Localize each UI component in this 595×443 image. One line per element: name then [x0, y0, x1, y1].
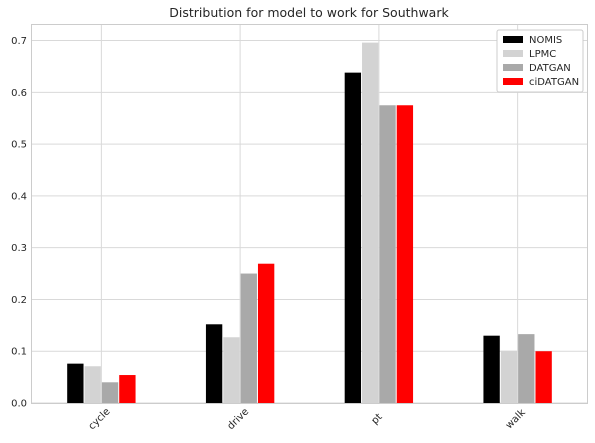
x-tick-label: walk — [504, 407, 528, 431]
bar-datgan-cycle — [102, 382, 118, 403]
y-tick-label: 0.2 — [11, 295, 27, 306]
legend-label: NOMIS — [529, 35, 562, 46]
bar-datgan-pt — [379, 105, 395, 403]
legend-label: DATGAN — [529, 63, 571, 74]
legend-swatch — [503, 36, 523, 43]
y-tick-label: 0.3 — [11, 243, 27, 254]
y-tick-label: 0.7 — [11, 36, 27, 47]
y-tick-label: 0.4 — [11, 191, 27, 202]
y-tick-label: 0.6 — [11, 88, 27, 99]
x-tick-label: pt — [370, 412, 385, 427]
bar-lpmc-cycle — [85, 366, 101, 403]
bar-cidatgan-drive — [258, 264, 274, 403]
legend-swatch — [503, 78, 523, 85]
bar-lpmc-drive — [223, 337, 239, 403]
x-tick-label: cycle — [87, 406, 113, 432]
x-tick-label: drive — [226, 406, 252, 432]
chart-title: Distribution for model to work for South… — [169, 5, 449, 20]
legend-swatch — [503, 64, 523, 71]
y-tick-label: 0.0 — [11, 399, 27, 410]
bars — [67, 43, 552, 403]
bar-nomis-pt — [345, 73, 361, 403]
bar-nomis-cycle — [67, 364, 83, 403]
y-tick-labels: 0.0 0.1 0.2 0.3 0.4 0.5 0.6 0.7 — [11, 36, 27, 409]
legend: NOMIS LPMC DATGAN ciDATGAN — [497, 30, 583, 92]
legend-label: LPMC — [529, 49, 556, 60]
x-tick-labels: cycle drive pt walk — [87, 406, 528, 432]
y-tick-label: 0.1 — [11, 347, 27, 358]
y-tick-label: 0.5 — [11, 140, 27, 151]
bar-nomis-walk — [483, 336, 499, 403]
bar-lpmc-walk — [501, 351, 517, 403]
bar-cidatgan-cycle — [119, 375, 135, 403]
bar-cidatgan-walk — [535, 351, 551, 403]
legend-swatch — [503, 50, 523, 57]
bar-datgan-drive — [241, 274, 257, 403]
legend-label: ciDATGAN — [529, 77, 579, 88]
bar-cidatgan-pt — [397, 105, 413, 403]
bar-nomis-drive — [206, 324, 222, 403]
bar-lpmc-pt — [362, 43, 378, 403]
bar-datgan-walk — [518, 334, 534, 403]
